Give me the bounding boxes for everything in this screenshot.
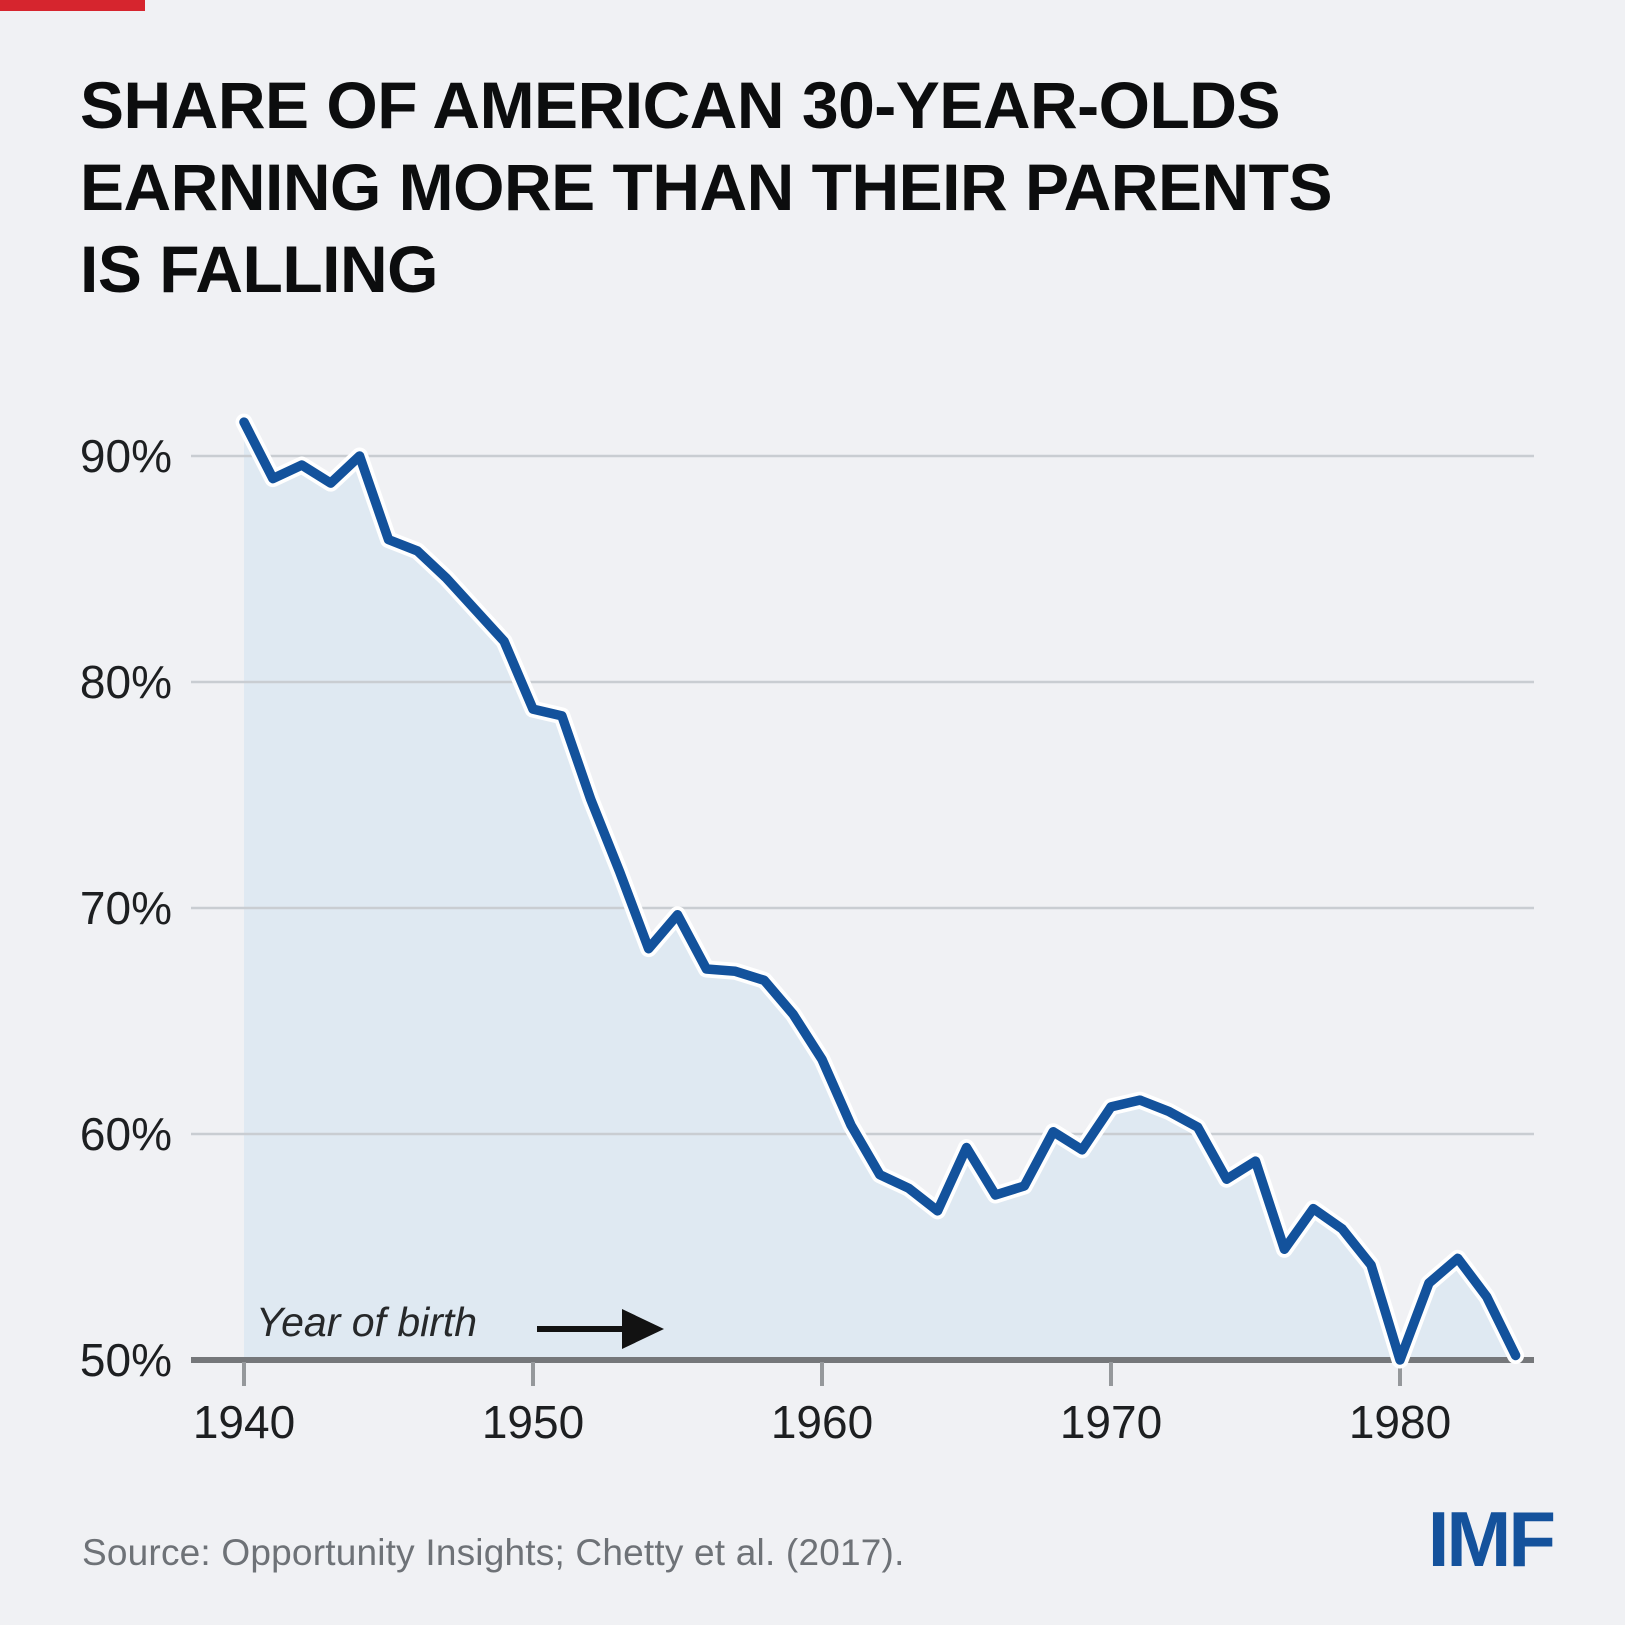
source-note: Source: Opportunity Insights; Chetty et … xyxy=(82,1532,905,1573)
x-tick-label-1950: 1950 xyxy=(482,1396,584,1448)
page-title-line-3: IS FALLING xyxy=(80,232,439,306)
x-axis-annotation: Year of birth xyxy=(256,1299,477,1345)
x-tick-label-1940: 1940 xyxy=(193,1396,295,1448)
page-title-line-1: SHARE OF AMERICAN 30-YEAR-OLDS xyxy=(80,68,1280,142)
x-tick-label-1960: 1960 xyxy=(771,1396,873,1448)
y-tick-label-60: 60% xyxy=(80,1108,172,1160)
x-tick-label-1970: 1970 xyxy=(1060,1396,1162,1448)
accent-bar xyxy=(0,0,145,11)
y-tick-label-70: 70% xyxy=(80,882,172,934)
y-tick-label-50: 50% xyxy=(80,1334,172,1386)
right-arrow-icon xyxy=(537,1309,664,1349)
y-tick-label-80: 80% xyxy=(80,656,172,708)
x-tick-label-1980: 1980 xyxy=(1349,1396,1451,1448)
imf-logo: IMF xyxy=(1427,1495,1556,1583)
trend-line xyxy=(239,417,1521,1365)
area-fill xyxy=(244,422,1516,1361)
y-tick-label-90: 90% xyxy=(80,430,172,482)
page-title: SHARE OF AMERICAN 30-YEAR-OLDS EARNING M… xyxy=(80,64,1540,310)
page-title-line-2: EARNING MORE THAN THEIR PARENTS xyxy=(80,150,1332,224)
